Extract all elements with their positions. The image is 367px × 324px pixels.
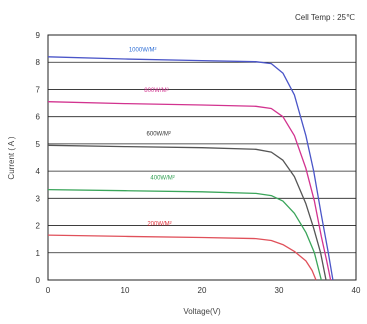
x-tick-labels: 0 10 20 30 40	[46, 286, 361, 295]
y-tick-7: 7	[36, 85, 41, 94]
series-line-1	[47, 101, 332, 281]
x-axis-title: Voltage(V)	[183, 307, 221, 316]
series-line-2	[47, 144, 327, 281]
x-tick-30: 30	[275, 286, 284, 295]
series-line-4	[47, 234, 317, 281]
series-lines	[47, 56, 334, 281]
series-label-3: 400W/M²	[150, 175, 174, 181]
series-labels: 1000W/M² 800W/M² 600W/M² 400W/M² 200W/M²	[129, 47, 175, 227]
y-tick-5: 5	[36, 140, 41, 149]
grid-lines	[48, 61, 356, 254]
y-tick-labels: 0 1 2 3 4 5 6 7 8 9	[36, 31, 41, 285]
series-label-2: 600W/M²	[147, 132, 171, 138]
y-tick-2: 2	[36, 222, 41, 231]
y-tick-8: 8	[36, 58, 41, 67]
y-tick-4: 4	[36, 167, 41, 176]
y-axis-title: Current ( A )	[7, 136, 16, 179]
x-tick-0: 0	[46, 286, 51, 295]
y-tick-6: 6	[36, 113, 41, 122]
plot-frame	[47, 34, 357, 281]
y-tick-0: 0	[36, 276, 41, 285]
y-tick-9: 9	[36, 31, 41, 40]
x-tick-10: 10	[121, 286, 130, 295]
cell-temp-note: Cell Temp : 25℃	[295, 13, 355, 22]
series-label-4: 200W/M²	[147, 222, 171, 228]
series-line-0	[47, 56, 334, 281]
x-tick-20: 20	[198, 286, 207, 295]
series-label-1: 800W/M²	[144, 88, 168, 94]
series-label-0: 1000W/M²	[129, 47, 157, 53]
y-tick-3: 3	[36, 194, 41, 203]
series-line-3	[47, 188, 322, 281]
x-tick-40: 40	[352, 286, 361, 295]
y-tick-1: 1	[36, 249, 41, 258]
